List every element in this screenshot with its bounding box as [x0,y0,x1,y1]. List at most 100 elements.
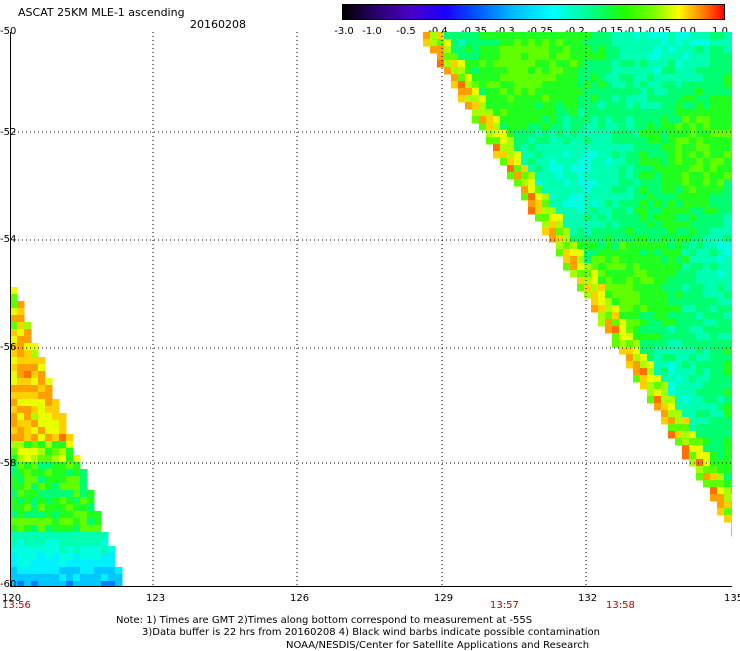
heatmap-cell [38,413,46,421]
heatmap-cell [521,172,529,180]
heatmap-cell [549,95,557,103]
heatmap-cell [577,130,585,138]
heatmap-cell [31,378,39,386]
heatmap-cell [731,116,732,124]
heatmap-cell [731,228,732,236]
heatmap-cell [535,200,543,208]
heatmap-cell [661,60,669,68]
heatmap-cell [696,242,704,250]
heatmap-cell [437,39,445,47]
heatmap-cell [493,46,501,54]
heatmap-cell [66,490,74,498]
heatmap-cell [689,382,697,390]
heatmap-cell [710,270,718,278]
heatmap-cell [612,179,620,187]
heatmap-cell [605,179,613,187]
heatmap-cell [640,263,648,271]
heatmap-cell [703,116,711,124]
heatmap-cell [472,60,480,68]
heatmap-cell [724,354,732,362]
heatmap-cell [640,368,648,376]
heatmap-cell [661,151,669,159]
heatmap-cell [633,46,641,54]
heatmap-cell [10,413,18,421]
heatmap-cell [612,305,620,313]
heatmap-cell [619,32,627,40]
heatmap-cell [605,81,613,89]
heatmap-cell [542,39,550,47]
heatmap-cell [549,102,557,110]
heatmap-cell [626,39,634,47]
heatmap-cell [703,67,711,75]
heatmap-cell [108,553,116,561]
heatmap-cell [38,434,46,442]
heatmap-cell [528,172,536,180]
heatmap-cell [682,242,690,250]
heatmap-cell [710,291,718,299]
heatmap-cell [108,574,116,582]
heatmap-cell [717,95,725,103]
heatmap-cell [626,277,634,285]
heatmap-cell [689,368,697,376]
heatmap-cell [626,165,634,173]
heatmap-cell [73,490,81,498]
heatmap-cell [710,179,718,187]
heatmap-cell [577,144,585,152]
heatmap-cell [696,137,704,145]
heatmap-cell [17,308,25,316]
heatmap-cell [682,291,690,299]
heatmap-cell [647,165,655,173]
heatmap-cell [528,151,536,159]
heatmap-cell [696,60,704,68]
heatmap-cell [507,88,515,96]
heatmap-cell [73,497,81,505]
heatmap-cell [710,431,718,439]
heatmap-cell [17,574,25,582]
heatmap-cell [66,518,74,526]
heatmap-cell [626,102,634,110]
heatmap-cell [38,406,46,414]
heatmap-cell [59,483,67,491]
heatmap-cell [675,81,683,89]
heatmap-cell [612,256,620,264]
heatmap-cell [94,511,102,519]
heatmap-cell [59,497,67,505]
heatmap-cell [626,137,634,145]
heatmap-cell [661,193,669,201]
heatmap-cell [10,441,18,449]
heatmap-cell [682,417,690,425]
heatmap-cell [17,546,25,554]
heatmap-cell [689,410,697,418]
heatmap-cell [626,207,634,215]
heatmap-cell [38,511,46,519]
heatmap-cell [493,74,501,82]
color-scale-label: -0.05 [645,26,671,37]
heatmap-cell [38,462,46,470]
heatmap-cell [605,172,613,180]
heatmap-cell [703,214,711,222]
heatmap-cell [73,455,81,463]
heatmap-cell [493,60,501,68]
heatmap-cell [549,179,557,187]
heatmap-cell [80,560,88,568]
heatmap-cell [703,109,711,117]
heatmap-cell [59,518,67,526]
heatmap-cell [668,137,676,145]
heatmap-cell [633,368,641,376]
heatmap-cell [444,32,452,40]
heatmap-cell [633,375,641,383]
heatmap-cell [689,389,697,397]
heatmap-cell [668,382,676,390]
heatmap-cell [675,123,683,131]
heatmap-cell [612,151,620,159]
heatmap-cell [689,32,697,40]
heatmap-cell [619,165,627,173]
heatmap-cell [528,81,536,89]
heatmap-cell [24,343,32,351]
heatmap-cell [31,567,39,575]
heatmap-cell [724,326,732,334]
heatmap-cell [563,95,571,103]
heatmap-cell [521,32,529,40]
heatmap-cell [570,263,578,271]
heatmap-cell [605,312,613,320]
